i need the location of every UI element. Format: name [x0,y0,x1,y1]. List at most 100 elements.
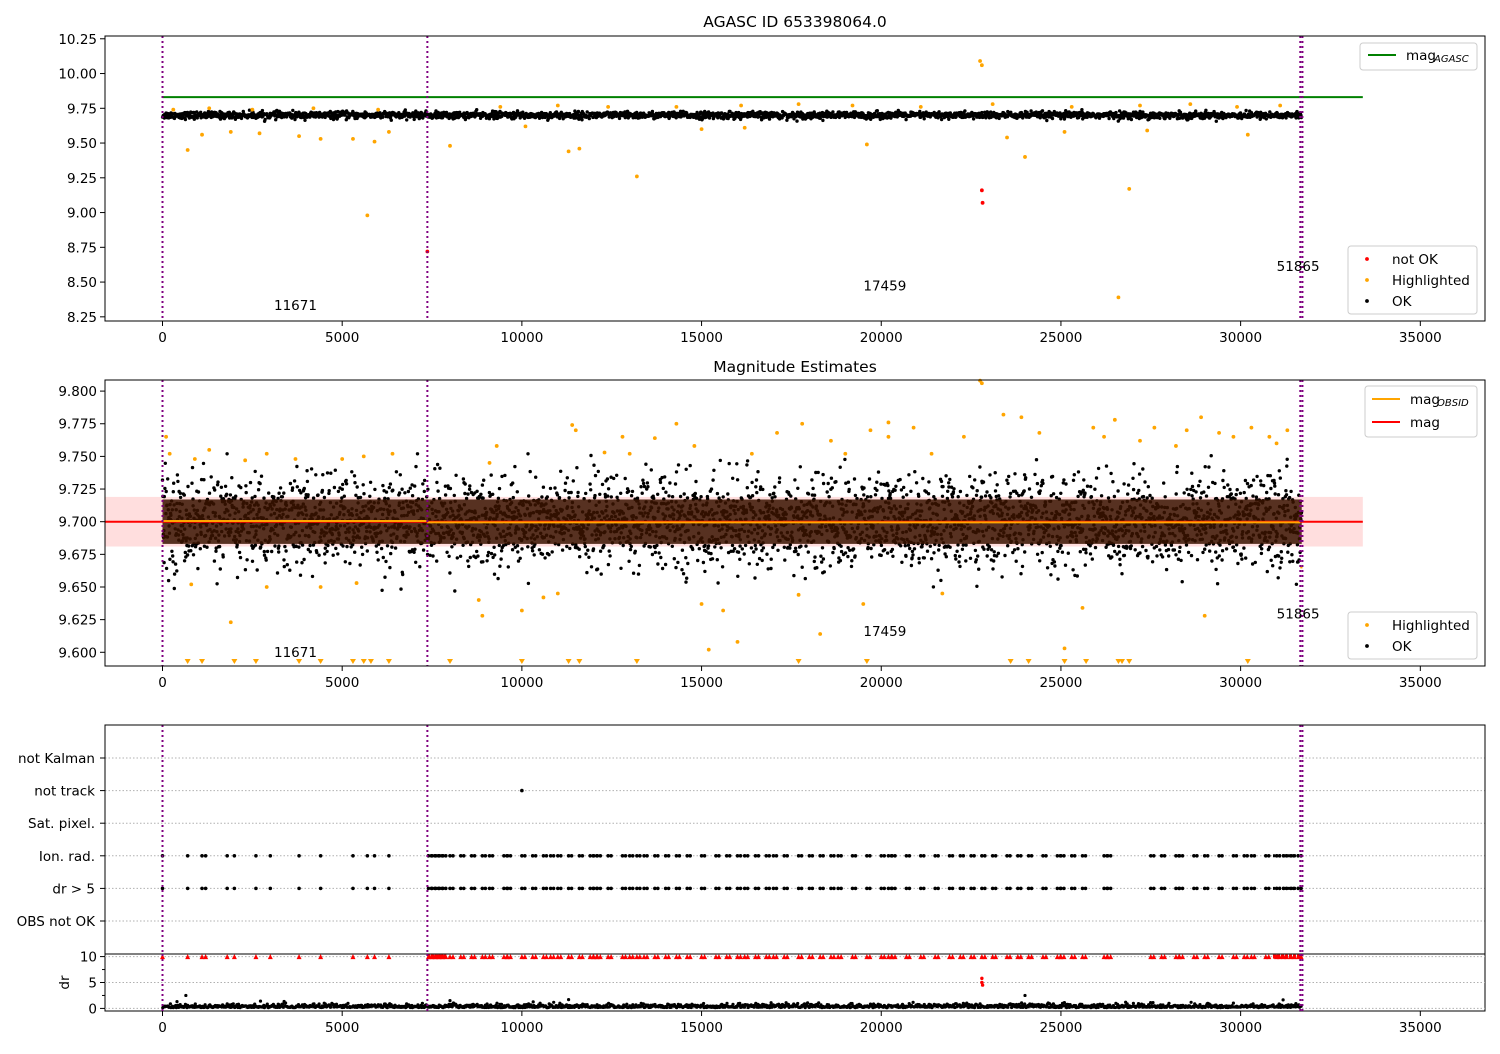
highlighted-point [448,144,452,148]
ok-point [765,553,768,556]
legend-label: mag [1406,48,1436,64]
ok-point [353,551,356,554]
ok-point [638,564,641,567]
ok-point [813,555,816,558]
ok-point [580,118,583,121]
ok-point [381,116,384,119]
ok-point [448,571,451,574]
ok-point [481,483,484,486]
ok-point [840,550,843,553]
ok-point [400,488,403,491]
ok-point [761,559,764,562]
ok-point [1107,117,1110,120]
ok-point [543,556,546,559]
ok-point [219,567,222,570]
ok-point [215,582,218,585]
ok-point [244,568,247,571]
ok-point [295,560,298,563]
highlighted-point [1127,187,1131,191]
ok-point [303,119,306,122]
ok-point [165,490,168,493]
ok-point [238,551,241,554]
ok-point [277,544,280,547]
ok-point [691,548,694,551]
ok-point [807,492,810,495]
ok-point [190,482,193,485]
highlighted-point [700,127,704,131]
ok-point [173,572,176,575]
ok-point [753,576,756,579]
ok-point [610,495,613,498]
ok-point [491,493,494,496]
ok-point [751,494,754,497]
ok-point [599,550,602,553]
ok-point [811,487,814,490]
ok-point [876,109,879,112]
ok-point [192,553,195,556]
ok-point [972,117,975,120]
ok-point [411,494,414,497]
ok-point [1130,118,1133,121]
ok-point [634,550,637,553]
highlighted-point [978,59,982,63]
ok-point [839,559,842,562]
ok-point [822,557,825,560]
ok-point [683,492,686,495]
ok-point [163,487,166,490]
ok-point [323,496,326,499]
ok-point [485,559,488,562]
ok-point [762,546,765,549]
ok-point [755,491,758,494]
ok-point [769,567,772,570]
ok-point [383,497,386,500]
ok-point [695,111,698,114]
ok-point [716,558,719,561]
ok-point [589,454,592,457]
ok-point [263,550,266,553]
ok-point [283,565,286,568]
ok-point [257,488,260,491]
ok-point [170,550,173,553]
ok-point [270,550,273,553]
ok-point [267,491,270,494]
ok-point [245,558,248,561]
ok-point [733,547,736,550]
highlighted-point [297,134,301,138]
y-tick-label: 8.25 [67,310,97,326]
ok-point [534,476,537,479]
ok-point [686,496,689,499]
ok-point [507,565,510,568]
ok-point [588,117,591,120]
highlighted-point [1070,105,1074,109]
highlighted-point [186,148,190,152]
ok-point [500,475,503,478]
ok-point [399,473,402,476]
ok-point [341,483,344,486]
ok-point [1045,119,1048,122]
ok-point [716,581,719,584]
ok-point [281,495,284,498]
ok-point [498,565,501,568]
ok-point [224,485,227,488]
ok-point [239,486,242,489]
ok-point [435,559,438,562]
ok-point [263,118,266,121]
ok-point [295,465,298,468]
y-tick-label: 8.50 [67,275,97,291]
ok-point [743,552,746,555]
ok-point [492,546,495,549]
ok-point [265,558,268,561]
ok-point [186,553,189,556]
ok-point [564,482,567,485]
ok-point [568,547,571,550]
highlighted-point [1138,104,1142,108]
ok-point [833,547,836,550]
ok-point [343,495,346,498]
ok-point [413,548,416,551]
ok-point [713,545,716,548]
highlighted-point [200,133,204,137]
ok-point [520,547,523,550]
ok-point [827,482,830,485]
ok-point [804,544,807,547]
ok-point [676,561,679,564]
